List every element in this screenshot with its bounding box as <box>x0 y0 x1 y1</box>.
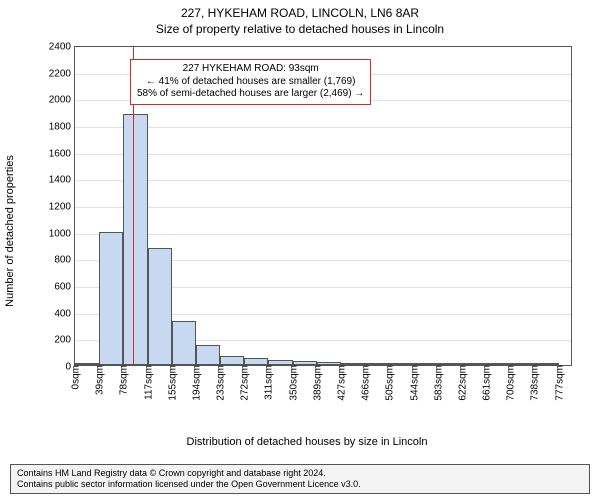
x-tick-label: 194sqm <box>189 365 202 401</box>
y-tick-label: 600 <box>54 282 75 293</box>
y-tick-label: 1000 <box>49 228 75 239</box>
x-tick-label: 39sqm <box>93 365 106 395</box>
x-axis-label: Distribution of detached houses by size … <box>187 436 428 448</box>
chart-title-block: 227, HYKEHAM ROAD, LINCOLN, LN6 8AR Size… <box>0 0 600 36</box>
histogram-bar <box>99 232 123 365</box>
histogram-bar <box>244 358 268 365</box>
y-tick-label: 2000 <box>49 95 75 106</box>
x-tick-label: 0sqm <box>69 365 82 389</box>
footer-line1: Contains HM Land Registry data © Crown c… <box>17 468 583 479</box>
chart-area: Number of detached properties 0200400600… <box>34 42 580 420</box>
y-tick-label: 400 <box>54 308 75 319</box>
gridline <box>75 154 571 155</box>
y-tick-label: 200 <box>54 335 75 346</box>
x-tick-label: 117sqm <box>141 365 154 400</box>
histogram-bar <box>220 356 244 365</box>
gridline <box>75 207 571 208</box>
y-tick-label: 1600 <box>49 148 75 159</box>
y-tick-label: 1400 <box>49 175 75 186</box>
property-info-box: 227 HYKEHAM ROAD: 93sqm← 41% of detached… <box>130 59 371 105</box>
info-box-line: 227 HYKEHAM ROAD: 93sqm <box>137 63 364 76</box>
histogram-bar <box>172 321 196 365</box>
x-tick-label: 78sqm <box>117 365 130 395</box>
info-box-line: 58% of semi-detached houses are larger (… <box>137 88 364 101</box>
plot-inner: 0200400600800100012001400160018002000220… <box>74 46 572 366</box>
x-tick-label: 661sqm <box>480 365 493 401</box>
x-tick-label: 233sqm <box>214 365 227 401</box>
x-tick-label: 155sqm <box>165 365 178 401</box>
x-tick-label: 583sqm <box>431 365 444 401</box>
info-box-line: ← 41% of detached houses are smaller (1,… <box>137 76 364 89</box>
x-tick-label: 350sqm <box>286 365 299 401</box>
y-tick-label: 2200 <box>49 68 75 79</box>
chart-title-line2: Size of property relative to detached ho… <box>0 22 600 36</box>
y-tick-label: 800 <box>54 255 75 266</box>
x-tick-label: 700sqm <box>504 365 517 401</box>
x-tick-label: 738sqm <box>528 365 541 401</box>
x-tick-label: 544sqm <box>407 365 420 401</box>
x-tick-label: 427sqm <box>335 365 348 401</box>
histogram-bar <box>196 345 220 365</box>
x-tick-label: 505sqm <box>383 365 396 401</box>
x-tick-label: 622sqm <box>455 365 468 401</box>
histogram-bar <box>123 114 147 365</box>
x-tick-label: 777sqm <box>552 365 565 401</box>
gridline <box>75 234 571 235</box>
y-tick-label: 1200 <box>49 202 75 213</box>
footer-line2: Contains public sector information licen… <box>17 479 583 490</box>
y-axis-label: Number of detached properties <box>4 155 16 307</box>
gridline <box>75 180 571 181</box>
x-tick-label: 311sqm <box>262 365 275 400</box>
y-tick-label: 1800 <box>49 122 75 133</box>
x-tick-label: 389sqm <box>310 365 323 401</box>
plot-region: 0200400600800100012001400160018002000220… <box>74 46 572 366</box>
attribution-footer: Contains HM Land Registry data © Crown c… <box>10 464 590 495</box>
x-tick-label: 466sqm <box>359 365 372 401</box>
y-tick-label: 2400 <box>49 42 75 53</box>
x-tick-label: 272sqm <box>238 365 251 401</box>
gridline <box>75 127 571 128</box>
chart-title-line1: 227, HYKEHAM ROAD, LINCOLN, LN6 8AR <box>0 6 600 20</box>
histogram-bar <box>148 248 172 365</box>
